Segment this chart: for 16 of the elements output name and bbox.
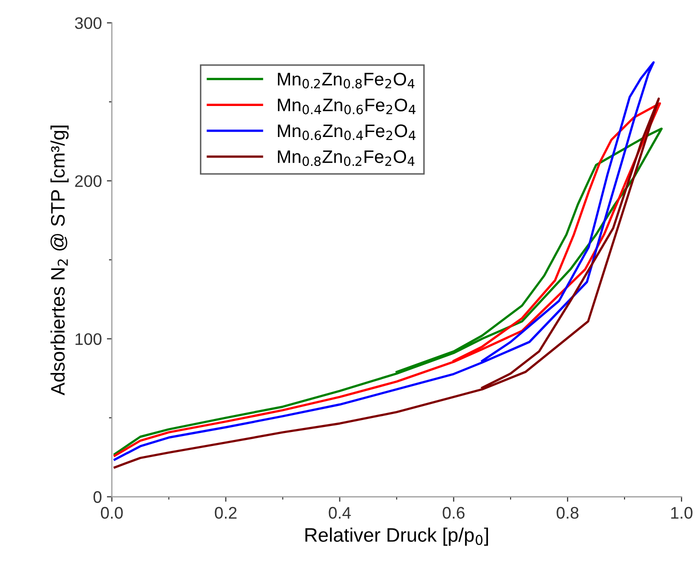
x-tick-label: 1.0: [671, 506, 692, 519]
y-tick-label: 0: [94, 491, 102, 503]
y-tick-label: 200: [75, 175, 102, 188]
legend-label: Mn$_{0.2}$Zn$_{0.8}$Fe$_{2}$O$_{4}$: [278, 72, 414, 88]
x-tick-label: 0.2: [214, 506, 237, 519]
legend-label: Mn$_{0.6}$Zn$_{0.4}$Fe$_{2}$O$_{4}$: [278, 124, 416, 140]
y-tick-label: 100: [76, 333, 102, 345]
x-tick-label: 0.6: [442, 506, 465, 519]
x-tick-label: 0.4: [328, 506, 351, 519]
legend-label: Mn$_{0.4}$Zn$_{0.6}$Fe$_{2}$O$_{4}$: [278, 98, 416, 114]
x-tick-label: 0.8: [556, 506, 578, 519]
y-tick-label: 300: [74, 17, 102, 30]
x-axis-title: Relativer Druck [p/p$_{0}$]: [305, 528, 488, 546]
y-axis-title: Adsorbiertes N$_{2}$ @ STP [cm³/g]: [50, 126, 69, 396]
legend-label: Mn$_{0.8}$Zn$_{0.2}$Fe$_{2}$O$_{4}$: [278, 150, 414, 166]
x-tick-label: 0.0: [100, 506, 123, 519]
